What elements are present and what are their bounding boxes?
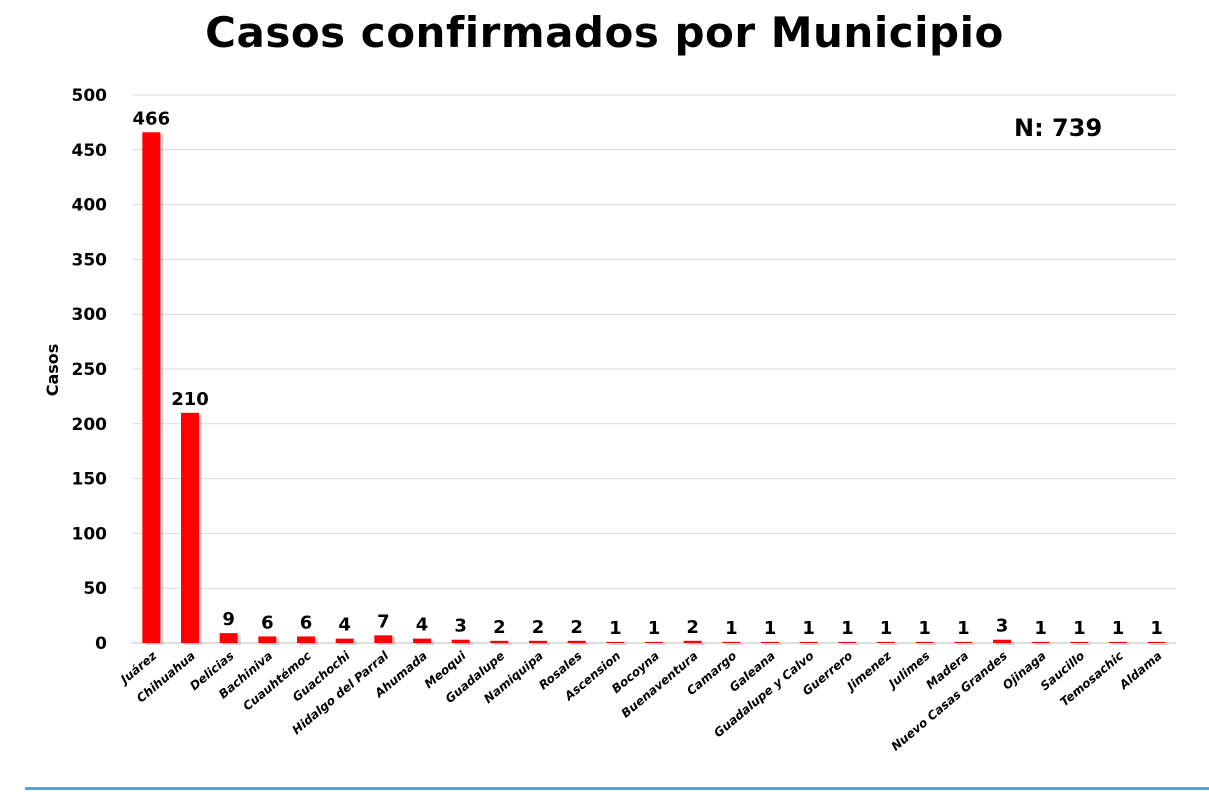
bar-shadow	[570, 642, 589, 645]
y-tick-label: 500	[72, 86, 108, 106]
data-label: 7	[377, 611, 390, 632]
x-tick-label: Julimes	[885, 649, 933, 693]
bar	[1031, 641, 1050, 643]
y-axis-ticks: 0 50 100 150 200 250 300 350 400 450 500	[72, 86, 108, 654]
bar	[258, 636, 277, 643]
y-tick-label: 150	[72, 470, 108, 490]
bar	[799, 641, 818, 643]
data-label: 4	[338, 615, 351, 636]
bar-shadow	[880, 643, 898, 645]
data-label: 2	[532, 617, 545, 638]
y-tick-label: 200	[72, 415, 108, 435]
bar-shadow	[996, 641, 1014, 645]
data-label: 1	[1112, 618, 1125, 639]
bar	[683, 640, 702, 643]
bar	[993, 639, 1011, 643]
bar	[954, 641, 973, 643]
bar-shadow	[686, 642, 705, 645]
data-label: 1	[918, 618, 931, 639]
data-label: 1	[609, 618, 622, 639]
x-axis-ticks: JuárezChihuahuaDeliciasBachinivaCuauhtém…	[116, 648, 1164, 754]
bar-shadow	[454, 641, 473, 645]
data-label: 2	[570, 617, 583, 638]
bar-shadow	[725, 643, 744, 645]
data-label: 1	[802, 618, 815, 639]
bar	[722, 641, 741, 643]
data-label: 2	[686, 617, 699, 638]
data-label: 1	[841, 618, 854, 639]
y-tick-label: 100	[72, 524, 108, 544]
bar-shadow	[532, 642, 550, 645]
bar	[877, 641, 895, 643]
bar	[335, 638, 354, 643]
total-n-annotation: N: 739	[1014, 114, 1103, 142]
bar	[451, 639, 470, 643]
data-label: 1	[880, 618, 893, 639]
bar-shadow	[1150, 643, 1169, 645]
data-label: 1	[1034, 618, 1047, 639]
bar-shadow	[802, 643, 821, 645]
bar	[838, 641, 857, 643]
bar	[567, 640, 586, 643]
data-label: 1	[725, 618, 738, 639]
data-label: 1	[764, 618, 777, 639]
bar	[490, 640, 509, 643]
bars	[142, 132, 1169, 646]
bar	[1070, 641, 1089, 643]
y-tick-label: 50	[83, 579, 107, 599]
bar-shadow	[648, 643, 666, 645]
bar-shadow	[841, 643, 860, 645]
y-tick-label: 250	[72, 360, 108, 380]
data-label: 1	[1150, 618, 1163, 639]
chart-title: Casos confirmados por Municipio	[205, 8, 1004, 57]
data-label: 6	[300, 612, 313, 633]
bar	[181, 412, 199, 643]
data-label: 3	[454, 616, 467, 637]
bar	[374, 635, 393, 643]
bar-shadow	[1112, 643, 1130, 645]
bar-shadow	[1073, 643, 1092, 645]
bar	[761, 641, 779, 643]
bar-shadow	[957, 643, 976, 645]
data-labels: 466 210 9 6 6 4 7 4 3 2 2 2 1 1 2 1 1 1 1 1 1 1 3 1 1 1 1	[133, 108, 1163, 639]
data-label: 9	[222, 609, 235, 630]
bar-shadow	[764, 643, 782, 645]
data-label: 1	[957, 618, 970, 639]
y-tick-label: 450	[72, 141, 108, 161]
data-label: 1	[1073, 618, 1086, 639]
bar	[219, 633, 238, 643]
bar	[297, 636, 315, 643]
data-label: 466	[133, 108, 171, 129]
y-tick-label: 400	[72, 196, 108, 216]
bar-shadow	[609, 643, 628, 645]
bar	[529, 640, 547, 643]
x-tick-label: Aldama	[1116, 649, 1165, 693]
data-label: 210	[171, 389, 209, 410]
data-label: 1	[648, 618, 661, 639]
data-label: 3	[996, 616, 1009, 637]
y-tick-label: 300	[72, 305, 108, 325]
bar	[142, 132, 161, 644]
data-label: 4	[416, 615, 429, 636]
x-tick-label: Cuauhtémoc	[240, 649, 314, 714]
data-label: 6	[261, 612, 274, 633]
bar	[413, 638, 431, 643]
bottom-divider	[25, 787, 1209, 790]
y-tick-label: 350	[72, 250, 108, 270]
data-label: 2	[493, 617, 506, 638]
bar-shadow	[1034, 643, 1053, 645]
bar	[645, 641, 663, 643]
gridlines	[132, 94, 1176, 644]
bar-shadow	[493, 642, 512, 645]
bar	[1109, 641, 1127, 643]
bar	[1147, 641, 1166, 643]
y-tick-label: 0	[95, 634, 107, 654]
bar	[915, 641, 934, 643]
bar	[606, 641, 625, 643]
bar-shadow	[918, 643, 937, 645]
y-axis-label: Casos	[43, 344, 62, 397]
